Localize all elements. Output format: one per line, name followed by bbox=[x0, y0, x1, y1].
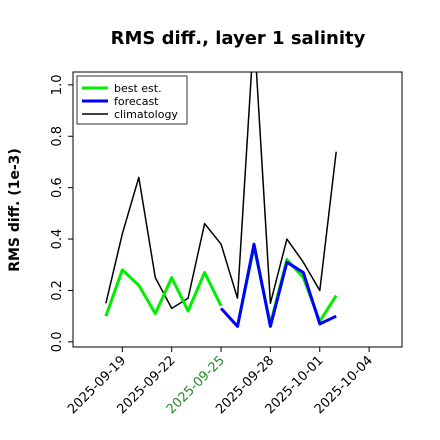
series-line-0 bbox=[104, 268, 223, 317]
legend-label: climatology bbox=[114, 108, 178, 121]
y-ticks: 0.0 0.2 0.4 0.6 0.8 1.0 bbox=[50, 75, 73, 353]
series-line-3 bbox=[105, 72, 337, 310]
legend-label: forecast bbox=[114, 95, 159, 108]
chart-title: RMS diff., layer 1 salinity bbox=[111, 28, 366, 49]
legend-label: best est. bbox=[114, 82, 162, 95]
y-tick-label: 0.4 bbox=[50, 229, 65, 250]
series-line-2 bbox=[219, 242, 337, 328]
y-tick-label: 0.6 bbox=[50, 177, 65, 198]
y-tick-label: 0.0 bbox=[50, 332, 65, 353]
y-tick-label: 0.8 bbox=[50, 126, 65, 147]
y-axis-label: RMS diff. (1e-3) bbox=[7, 148, 23, 272]
y-tick-label: 0.2 bbox=[50, 280, 65, 301]
x-ticks: 2025-09-192025-09-222025-09-252025-09-28… bbox=[65, 347, 376, 417]
y-tick-label: 1.0 bbox=[50, 75, 65, 96]
series-layer bbox=[104, 72, 338, 328]
plot-frame bbox=[72, 71, 403, 348]
